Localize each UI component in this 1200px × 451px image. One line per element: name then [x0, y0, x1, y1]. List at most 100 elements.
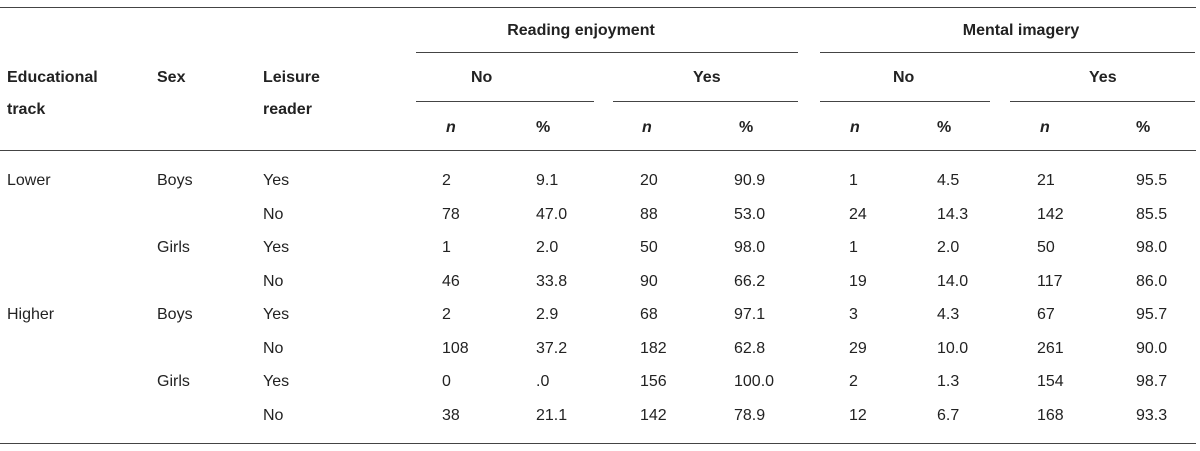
- cell-re-yes-pct: 66.2: [734, 273, 766, 290]
- cell-re-no-n: 78: [442, 206, 460, 223]
- cell-re-yes-pct: 78.9: [734, 407, 766, 424]
- cell-re-yes-n: 142: [640, 407, 667, 424]
- header-sex: Sex: [157, 69, 186, 86]
- cell-track: Lower: [7, 172, 51, 189]
- cell-reader: No: [263, 206, 284, 223]
- cell-re-no-pct: 2.9: [536, 306, 559, 323]
- header-re-no: No: [471, 69, 493, 86]
- cell-re-yes-n: 90: [640, 273, 658, 290]
- cell-mi-no-n: 19: [849, 273, 867, 290]
- re-no-rule: [416, 101, 594, 102]
- cell-mi-no-pct: 14.0: [937, 273, 969, 290]
- cell-mi-yes-n: 50: [1037, 239, 1055, 256]
- cell-reader: No: [263, 273, 284, 290]
- header-re-yes: Yes: [693, 69, 721, 86]
- cell-re-yes-pct: 62.8: [734, 340, 766, 357]
- cell-mi-no-pct: 4.5: [937, 172, 960, 189]
- mi-no-rule: [820, 101, 990, 102]
- cell-mi-no-pct: 14.3: [937, 206, 969, 223]
- cell-mi-yes-n: 168: [1037, 407, 1064, 424]
- cell-mi-yes-pct: 95.7: [1136, 306, 1168, 323]
- cell-mi-yes-pct: 93.3: [1136, 407, 1168, 424]
- cell-mi-yes-n: 117: [1037, 273, 1063, 290]
- cell-reader: Yes: [263, 239, 290, 256]
- cell-sex: Girls: [157, 239, 190, 256]
- header-educational-track-line2: track: [7, 101, 46, 118]
- cell-mi-no-pct: 4.3: [937, 306, 960, 323]
- header-reading-enjoyment: Reading enjoyment: [507, 22, 655, 39]
- cell-mi-no-n: 2: [849, 373, 858, 390]
- cell-re-yes-n: 182: [640, 340, 667, 357]
- header-re-yes-n: n: [642, 119, 652, 136]
- cell-re-no-pct: 37.2: [536, 340, 568, 357]
- cell-mi-yes-n: 67: [1037, 306, 1055, 323]
- cell-mi-no-pct: 10.0: [937, 340, 969, 357]
- cell-re-yes-n: 88: [640, 206, 658, 223]
- header-mi-no: No: [893, 69, 915, 86]
- cell-re-no-pct: 33.8: [536, 273, 568, 290]
- header-leisure-reader-line2: reader: [263, 101, 312, 118]
- cell-mi-yes-n: 154: [1037, 373, 1064, 390]
- cell-re-yes-pct: 100.0: [734, 373, 775, 390]
- cell-reader: No: [263, 340, 284, 357]
- cell-mi-yes-n: 142: [1037, 206, 1064, 223]
- cell-re-yes-pct: 90.9: [734, 172, 766, 189]
- cell-mi-no-n: 24: [849, 206, 867, 223]
- cell-sex: Boys: [157, 172, 193, 189]
- cell-re-no-pct: 9.1: [536, 172, 559, 189]
- header-leisure-reader-line1: Leisure: [263, 69, 320, 86]
- cell-re-no-pct: 47.0: [536, 206, 568, 223]
- reading-enjoyment-rule: [416, 52, 798, 53]
- header-mi-no-pct: %: [937, 119, 952, 136]
- cell-re-no-n: 0: [442, 373, 451, 390]
- cell-re-yes-n: 50: [640, 239, 658, 256]
- cell-re-no-pct: 21.1: [536, 407, 568, 424]
- cell-mi-yes-pct: 95.5: [1136, 172, 1168, 189]
- cell-re-yes-pct: 53.0: [734, 206, 766, 223]
- cell-re-no-pct: .0: [536, 373, 550, 390]
- header-mi-yes-pct: %: [1136, 119, 1151, 136]
- cell-re-yes-pct: 97.1: [734, 306, 766, 323]
- re-yes-rule: [613, 101, 798, 102]
- cell-re-yes-n: 20: [640, 172, 658, 189]
- header-educational-track-line1: Educational: [7, 69, 98, 86]
- cell-re-yes-pct: 98.0: [734, 239, 766, 256]
- cell-mi-yes-n: 21: [1037, 172, 1055, 189]
- header-bottom-rule: [0, 150, 1196, 151]
- cell-mi-yes-n: 261: [1037, 340, 1064, 357]
- cell-mi-no-pct: 6.7: [937, 407, 960, 424]
- cell-re-no-n: 46: [442, 273, 460, 290]
- cell-re-no-n: 1: [442, 239, 451, 256]
- cell-mi-no-pct: 1.3: [937, 373, 960, 390]
- cell-mi-yes-pct: 98.7: [1136, 373, 1168, 390]
- cell-mi-no-n: 1: [849, 239, 858, 256]
- cell-sex: Girls: [157, 373, 190, 390]
- cell-re-no-pct: 2.0: [536, 239, 559, 256]
- header-mental-imagery: Mental imagery: [962, 22, 1080, 39]
- header-mi-yes-n: n: [1040, 119, 1050, 136]
- cell-mi-yes-pct: 98.0: [1136, 239, 1168, 256]
- cell-re-no-n: 2: [442, 306, 451, 323]
- cell-mi-no-n: 12: [849, 407, 867, 424]
- cell-track: Higher: [7, 306, 55, 323]
- cell-reader: No: [263, 407, 284, 424]
- cell-reader: Yes: [263, 306, 290, 323]
- mental-imagery-rule: [820, 52, 1195, 53]
- header-re-no-n: n: [446, 119, 456, 136]
- cell-mi-yes-pct: 90.0: [1136, 340, 1168, 357]
- cell-mi-yes-pct: 85.5: [1136, 206, 1168, 223]
- cell-mi-no-n: 29: [849, 340, 867, 357]
- cell-re-no-n: 38: [442, 407, 460, 424]
- header-re-yes-pct: %: [739, 119, 754, 136]
- cell-re-no-n: 2: [442, 172, 451, 189]
- bottom-rule: [0, 443, 1196, 444]
- cell-reader: Yes: [263, 172, 290, 189]
- cell-mi-no-n: 3: [849, 306, 858, 323]
- mi-yes-rule: [1010, 101, 1195, 102]
- cell-sex: Boys: [157, 306, 193, 323]
- cell-re-no-n: 108: [442, 340, 469, 357]
- cell-re-yes-n: 68: [640, 306, 658, 323]
- header-mi-yes: Yes: [1089, 69, 1117, 86]
- cell-mi-yes-pct: 86.0: [1136, 273, 1168, 290]
- header-mi-no-n: n: [850, 119, 860, 136]
